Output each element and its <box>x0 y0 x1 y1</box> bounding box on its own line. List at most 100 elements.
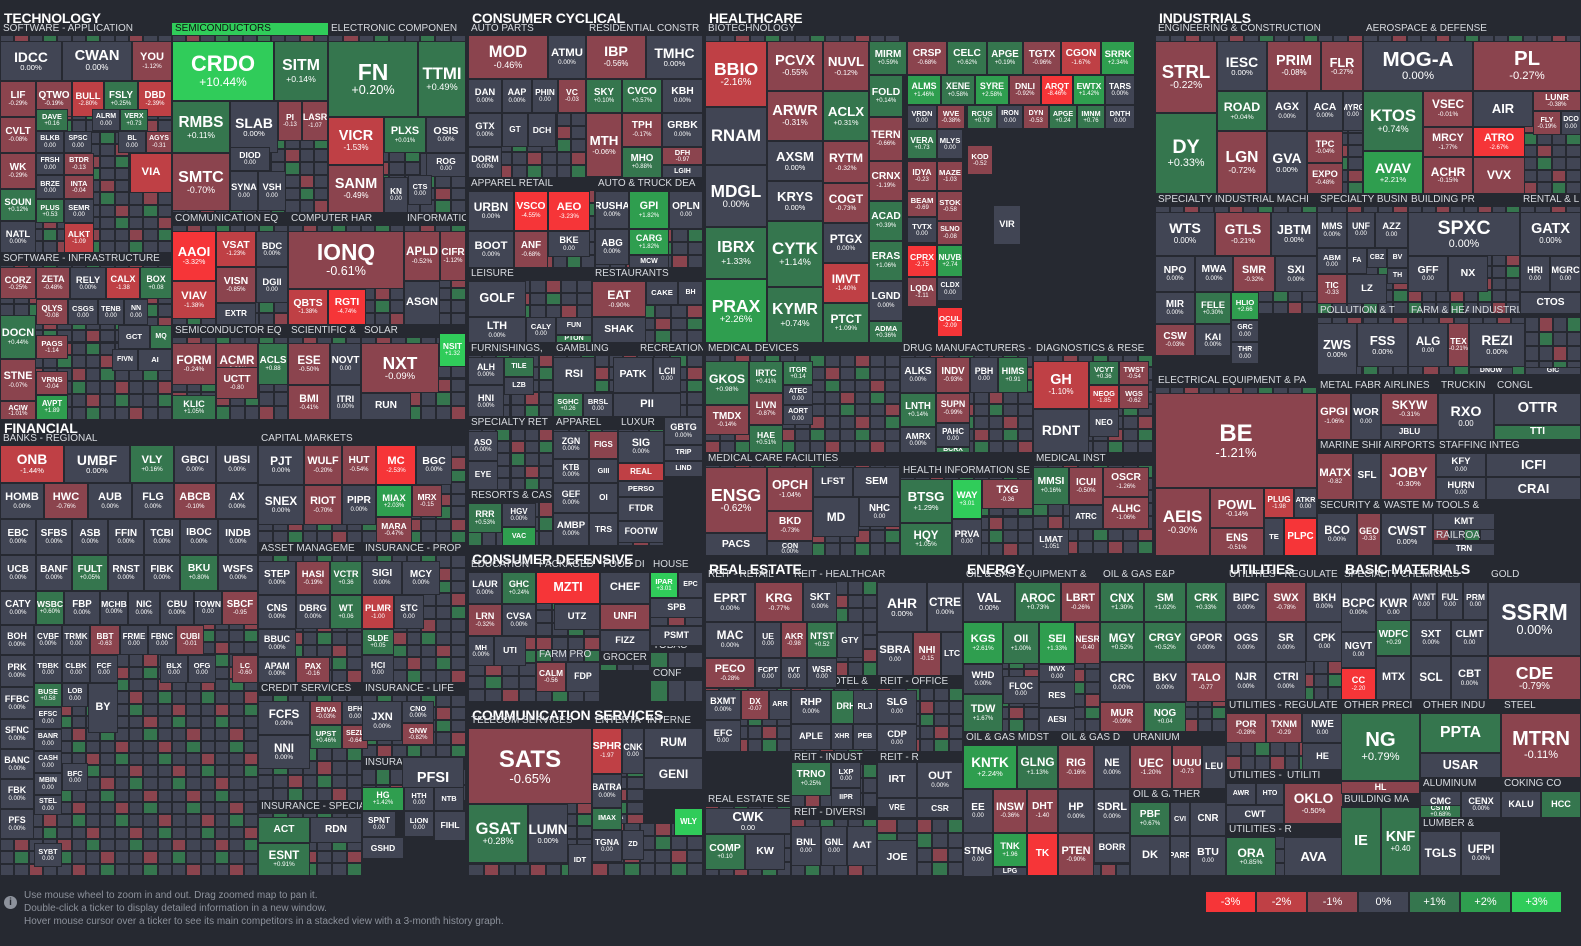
ticker-tile[interactable]: NOVT 0.00 <box>330 343 361 385</box>
ticker-tile[interactable]: LUMN 0.00% <box>528 804 568 863</box>
minor-ticker-tile[interactable] <box>186 740 201 753</box>
minor-ticker-tile[interactable] <box>215 802 230 815</box>
minor-ticker-tile[interactable] <box>1123 528 1138 542</box>
minor-ticker-tile[interactable] <box>86 802 101 815</box>
minor-ticker-tile[interactable] <box>435 187 451 201</box>
ticker-tile[interactable]: PAX -0.16 <box>296 657 330 683</box>
minor-ticker-tile[interactable] <box>347 850 362 864</box>
industry-label[interactable]: AUTO PARTS <box>468 23 586 35</box>
ticker-tile[interactable]: BKD -0.73% <box>767 511 813 541</box>
ticker-tile[interactable]: RUSHA 0.00% <box>595 191 629 229</box>
ticker-tile[interactable]: ASO 0.00% <box>468 431 498 461</box>
minor-ticker-tile[interactable] <box>988 516 1004 530</box>
ticker-tile[interactable]: COGT -0.73% <box>823 183 869 223</box>
ticker-tile[interactable]: SIG 0.00% <box>618 431 664 463</box>
ticker-tile[interactable]: GTX 0.00% <box>468 113 502 147</box>
minor-ticker-tile[interactable] <box>157 814 172 827</box>
ticker-tile[interactable]: SIGI 0.00% <box>362 561 402 595</box>
minor-ticker-tile[interactable] <box>810 440 825 453</box>
minor-ticker-tile[interactable] <box>825 543 840 556</box>
ticker-tile[interactable]: OSCR -1.26% <box>1103 467 1149 497</box>
ticker-tile[interactable]: PLMR -1.00 <box>362 595 394 629</box>
minor-ticker-tile[interactable] <box>855 428 870 441</box>
minor-ticker-tile[interactable] <box>655 862 672 876</box>
minor-ticker-tile[interactable] <box>215 642 230 655</box>
minor-ticker-tile[interactable] <box>302 774 318 788</box>
ticker-tile[interactable]: BGC 0.00% <box>416 445 452 485</box>
minor-ticker-tile[interactable] <box>840 367 855 380</box>
minor-ticker-tile[interactable] <box>114 228 129 241</box>
minor-ticker-tile[interactable] <box>988 529 1004 543</box>
ticker-tile[interactable]: IRTC +0.41% <box>749 361 783 393</box>
ticker-tile[interactable]: TMHC 0.00% <box>646 35 703 79</box>
minor-ticker-tile[interactable] <box>1138 541 1153 554</box>
minor-ticker-tile[interactable] <box>524 453 539 466</box>
minor-ticker-tile[interactable] <box>496 441 511 454</box>
minor-ticker-tile[interactable] <box>855 543 870 556</box>
minor-ticker-tile[interactable] <box>313 162 328 175</box>
minor-ticker-tile[interactable] <box>920 713 935 727</box>
minor-ticker-tile[interactable] <box>317 863 333 876</box>
industry-label[interactable]: INTERNE <box>644 715 703 727</box>
minor-ticker-tile[interactable] <box>762 739 777 752</box>
minor-ticker-tile[interactable] <box>272 774 288 788</box>
minor-ticker-tile[interactable] <box>810 428 825 441</box>
minor-ticker-tile[interactable] <box>671 330 688 343</box>
minor-ticker-tile[interactable] <box>541 152 557 165</box>
minor-ticker-tile[interactable] <box>561 280 577 293</box>
ticker-tile[interactable]: RELY 0.00% <box>70 267 106 299</box>
ticker-tile[interactable]: BANF 0.00% <box>36 555 72 591</box>
ticker-tile[interactable]: KBH 0.00% <box>662 79 703 113</box>
ticker-tile[interactable]: CRSP -0.68% <box>907 41 947 75</box>
ticker-tile[interactable]: VCTR +0.36 <box>330 561 362 595</box>
ticker-tile[interactable]: HOMB 0.00% <box>0 483 44 519</box>
minor-ticker-tile[interactable] <box>686 404 703 417</box>
minor-ticker-tile[interactable] <box>885 379 900 392</box>
ticker-tile[interactable]: PRVA 0.00 <box>952 519 982 556</box>
minor-ticker-tile[interactable] <box>86 329 101 343</box>
minor-ticker-tile[interactable] <box>317 850 333 864</box>
ticker-tile[interactable]: WGS -0.62 <box>1119 385 1149 409</box>
ticker-tile[interactable]: DYN -0.53 <box>1023 105 1049 129</box>
ticker-tile[interactable]: PSMT <box>650 626 703 646</box>
ticker-tile[interactable]: NN 0.00 <box>124 299 148 325</box>
ticker-tile[interactable]: DORM 0.00% <box>468 147 502 178</box>
ticker-tile[interactable]: RCUS +0.79 <box>967 105 997 129</box>
ticker-tile[interactable]: SLDE +0.05 <box>362 629 394 655</box>
ticker-tile[interactable]: RRR +0.53% <box>468 503 502 533</box>
industry-label[interactable]: ASSET MANAGEME <box>258 543 362 555</box>
minor-ticker-tile[interactable] <box>43 240 58 253</box>
minor-ticker-tile[interactable] <box>406 631 422 645</box>
minor-ticker-tile[interactable] <box>186 802 201 815</box>
minor-ticker-tile[interactable] <box>273 312 288 325</box>
minor-ticker-tile[interactable] <box>639 862 656 876</box>
ticker-tile[interactable]: HQY +1.05% <box>900 523 952 556</box>
minor-ticker-tile[interactable] <box>920 739 935 752</box>
minor-ticker-tile[interactable] <box>436 670 452 683</box>
ticker-tile[interactable]: VAC <box>502 527 536 546</box>
ticker-tile[interactable]: ALKT -1.09 <box>64 223 94 253</box>
minor-ticker-tile[interactable] <box>215 863 230 876</box>
ticker-tile[interactable]: TTMI +0.49% <box>418 41 466 117</box>
minor-ticker-tile[interactable] <box>576 826 592 839</box>
minor-ticker-tile[interactable] <box>885 416 900 429</box>
minor-ticker-tile[interactable] <box>143 228 158 241</box>
minor-ticker-tile[interactable] <box>186 826 201 840</box>
ticker-tile[interactable]: UBSI 0.00% <box>216 445 258 483</box>
minor-ticker-tile[interactable] <box>685 652 703 668</box>
ticker-tile[interactable]: QLYS -0.08 <box>36 299 68 325</box>
minor-ticker-tile[interactable] <box>129 839 144 852</box>
ticker-tile[interactable]: PCVX -0.55% <box>767 41 823 91</box>
minor-ticker-tile[interactable] <box>200 839 215 852</box>
minor-ticker-tile[interactable] <box>1018 542 1033 556</box>
minor-ticker-tile[interactable] <box>100 826 115 840</box>
minor-ticker-tile[interactable] <box>287 774 303 788</box>
minor-ticker-tile[interactable] <box>421 530 437 543</box>
minor-ticker-tile[interactable] <box>129 728 144 741</box>
ticker-tile[interactable]: KN 0.00 <box>384 177 408 213</box>
minor-ticker-tile[interactable] <box>86 368 101 382</box>
minor-ticker-tile[interactable] <box>855 440 870 453</box>
minor-ticker-tile[interactable] <box>317 631 333 645</box>
ticker-tile[interactable]: BL 0.00 <box>118 131 146 153</box>
ticker-tile[interactable]: FIVN <box>112 349 138 371</box>
